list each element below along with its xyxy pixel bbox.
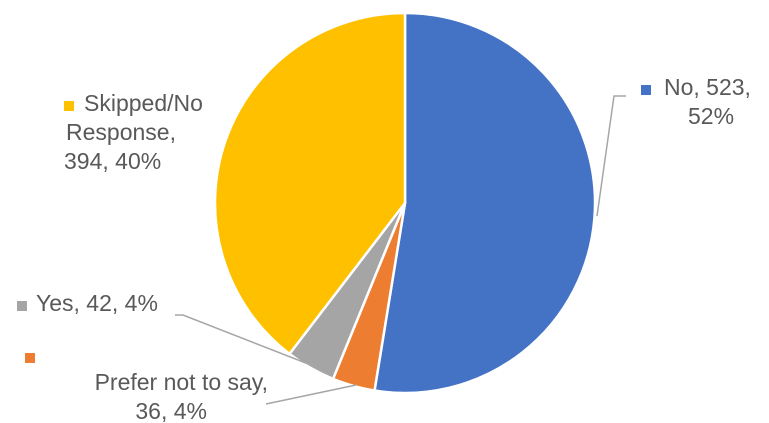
data-label-yes: Yes, 42, 4% [36,290,158,316]
pie-slice-no [373,11,597,395]
leader-lines [175,95,626,405]
data-labels: No, 523, 52% Prefer not to say, 36, 4% Yes, … [17,74,751,423]
data-label-prefer-not-to-say: Prefer not to say, 36, 4% [95,369,268,423]
legend-key-yes [17,301,27,311]
data-label-skipped-no-response: Skipped/No Response, 394, 40% [64,90,203,174]
pie-slice-skipped-no-response [213,11,407,356]
leader-line-prefer-not-to-say [265,384,357,405]
leader-line-no [596,95,626,217]
legend-key-skipped-no-response [64,101,74,111]
pie-slices [213,11,597,395]
leader-line-yes [175,314,317,368]
legend-key-no [641,85,651,95]
legend-key-prefer-not-to-say [25,353,35,363]
data-label-no: No, 523, 52% [664,74,751,129]
